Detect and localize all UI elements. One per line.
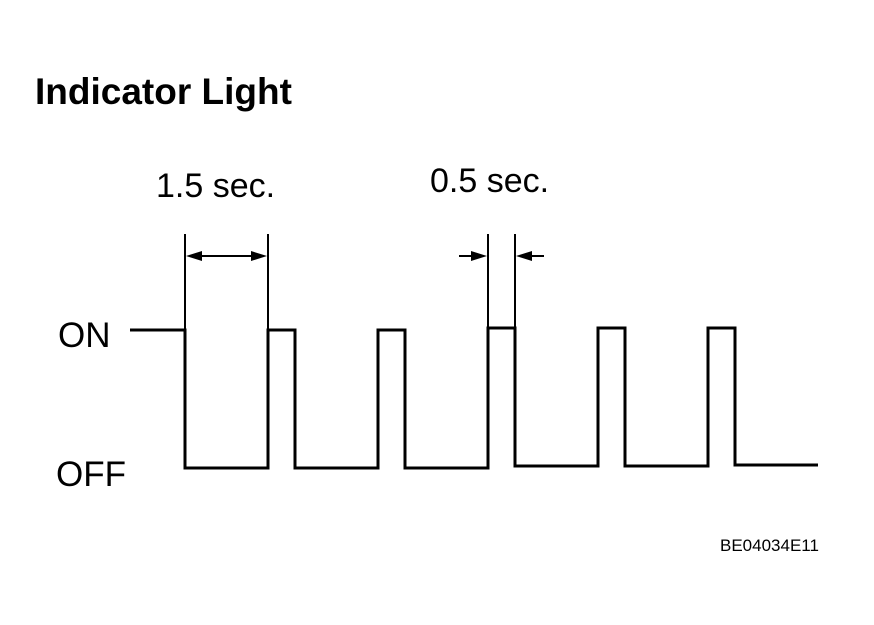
arrowhead — [186, 251, 202, 261]
arrowhead — [251, 251, 267, 261]
off-label: OFF — [56, 455, 126, 494]
on-label: ON — [58, 316, 111, 355]
figure-id: BE04034E11 — [720, 536, 819, 555]
waveform — [130, 326, 818, 470]
long-interval-dimension — [184, 234, 269, 330]
short-interval-dimension — [459, 234, 544, 328]
title: Indicator Light — [35, 71, 292, 112]
long-interval-label: 1.5 sec. — [156, 167, 275, 205]
arrowhead — [516, 251, 532, 261]
short-interval-label: 0.5 sec. — [430, 162, 549, 200]
arrowhead — [471, 251, 487, 261]
